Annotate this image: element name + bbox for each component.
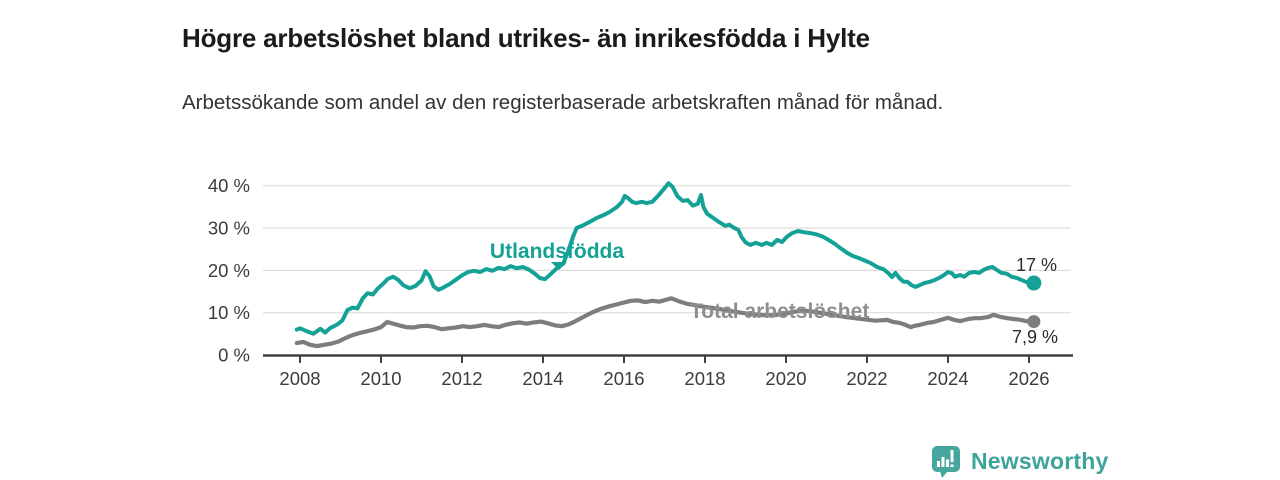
x-axis-tick-label: 2016 [603,368,644,389]
y-axis-tick-label: 0 % [218,345,250,366]
x-axis-tick-label: 2010 [360,368,401,389]
series-label-caret-down-icon [551,262,567,270]
series-line-1 [294,296,1037,349]
chart-subtitle: Arbetssökande som andel av den registerb… [182,90,944,114]
series-line-0 [294,181,1036,336]
x-axis-tick-label: 2014 [522,368,563,389]
x-axis-tick-label: 2022 [846,368,887,389]
newsworthy-logo-icon [932,446,960,478]
logo-exclamation-dot [950,464,954,467]
end-value-label-total: 7,9 % [1012,327,1058,347]
end-value-label-utlandsfodda: 17 % [1016,255,1057,275]
x-axis-tick-label: 2012 [441,368,482,389]
x-axis-tick-label: 2018 [684,368,725,389]
logo-exclamation-bar [950,450,954,462]
series-label-utlandsfodda: Utlandsfödda [490,240,624,263]
endpoint-dots-layer [1026,275,1042,329]
y-axis-tick-label: 30 % [208,218,250,239]
chart-title: Högre arbetslöshet bland utrikes- än inr… [182,23,870,54]
series-label-total-arbetsloshet: Total arbetslöshet [690,300,869,323]
gridlines-layer: 0 % 10 % 20 % 30 % 40 % [208,175,1071,366]
y-axis-tick-label: 20 % [208,260,250,281]
series-endpoint-dot-1 [1027,315,1041,329]
logo-bar-3 [946,459,949,467]
series-layer [294,181,1037,349]
newsworthy-wordmark: Newsworthy [971,448,1109,474]
axis-layer: 2008 2010 2012 2014 2016 2018 2020 2022 2024 2026 [263,354,1073,389]
x-axis-tick-label: 2026 [1008,368,1049,389]
x-axis-tick-label: 2008 [279,368,320,389]
y-axis-tick-label: 10 % [208,302,250,323]
series-endpoint-dot-0 [1026,275,1042,291]
x-axis-tick-label: 2024 [927,368,968,389]
logo-bar-2 [941,457,945,467]
y-axis-tick-label: 40 % [208,175,250,196]
annotations-layer: Utlandsfödda Total arbetslöshet 17 % 7,9… [490,240,1058,347]
x-axis-tick-label: 2020 [765,368,806,389]
logo-bar-1 [937,461,940,467]
